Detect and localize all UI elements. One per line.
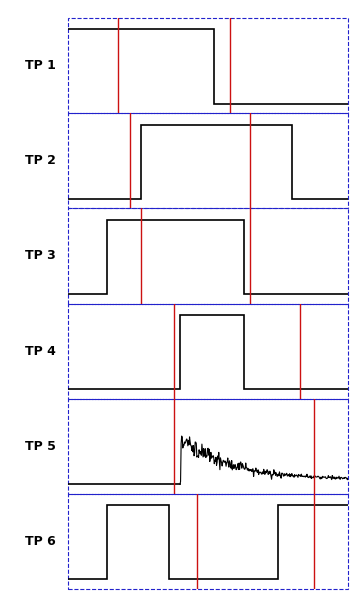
Text: TP 5: TP 5 (25, 440, 56, 452)
Text: TP 2: TP 2 (25, 154, 56, 167)
Text: TP 4: TP 4 (25, 345, 56, 358)
Text: TP 3: TP 3 (25, 250, 56, 263)
Text: TP 6: TP 6 (25, 535, 56, 548)
Text: TP 1: TP 1 (25, 59, 56, 72)
